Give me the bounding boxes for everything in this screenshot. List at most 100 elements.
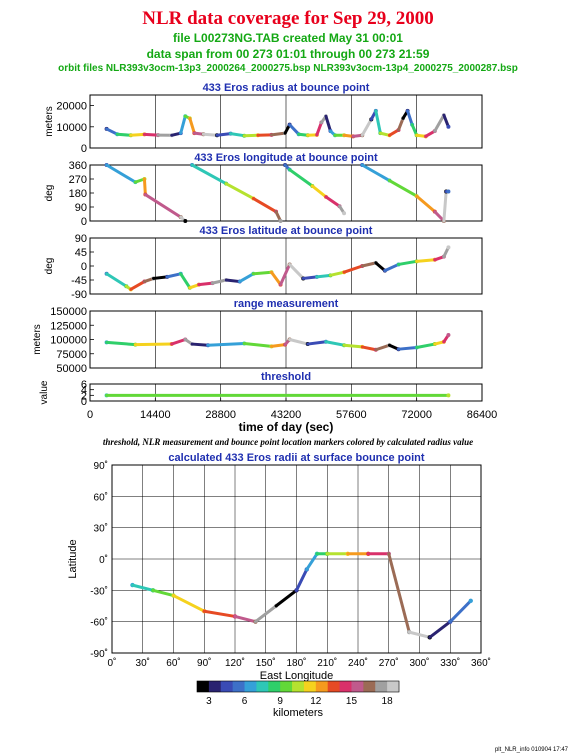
data-trace-segment (279, 262, 292, 287)
data-trace-segment (105, 272, 128, 288)
data-trace-segment (206, 341, 246, 347)
data-trace-segment (165, 272, 183, 279)
colorbar-tick-label: 15 (346, 696, 358, 707)
data-trace-segment (397, 345, 419, 351)
data-trace-segment (433, 113, 446, 133)
y-tick-label: 10000 (56, 122, 87, 134)
page-title: NLR data coverage for Sep 29, 2000 (142, 8, 434, 29)
colorbar-tick-label: 3 (206, 696, 212, 707)
map-y-axis-label: Latitude (67, 539, 79, 578)
data-trace-segment (242, 341, 273, 348)
map-x-tick-label: 150˚ (256, 657, 276, 669)
data-point (446, 393, 451, 398)
y-tick-label: 45 (75, 247, 87, 259)
map-track-segment (387, 552, 411, 634)
colorbar-swatch (387, 681, 400, 692)
y-tick-label: 6 (81, 379, 87, 391)
y-tick-label: 0 (81, 261, 87, 273)
data-trace-segment (301, 275, 319, 280)
colorbar-swatch (339, 681, 352, 692)
x-tick-label: 0 (87, 409, 93, 421)
data-trace-segment (105, 340, 137, 347)
y-tick-label: -45 (71, 275, 87, 287)
data-point (446, 124, 451, 129)
map-x-tick-label: 60˚ (166, 657, 180, 669)
colorbar-swatch (363, 681, 376, 692)
data-trace-segment (179, 114, 187, 135)
data-point (446, 332, 451, 337)
data-trace-segment (143, 193, 183, 219)
map-x-axis-label: East Longitude (260, 670, 333, 682)
map-x-tick-label: 0˚ (108, 657, 117, 669)
data-trace-segment (328, 270, 346, 277)
map-y-tick-label: 30˚ (94, 523, 108, 535)
data-span-line: data span from 00 273 01:01 through 00 2… (146, 47, 430, 61)
y-tick-label: 0 (81, 396, 87, 408)
data-trace-segment (238, 272, 255, 284)
y-tick-label: 2 (81, 390, 87, 402)
footer-stamp: plt_NLR_info 010904 17:47 (494, 747, 568, 753)
data-trace-segment (251, 196, 278, 214)
data-point (446, 245, 451, 250)
colorbar-frame (196, 680, 400, 693)
map-y-tick-label: -90˚ (90, 648, 108, 660)
map-track-segment (305, 552, 319, 571)
colorbar-swatch (220, 681, 234, 692)
data-trace-segment (224, 278, 242, 284)
y-tick-label: 0 (81, 143, 87, 155)
data-trace-segment (342, 343, 364, 349)
panel-title: 433 Eros latitude at bounce point (200, 225, 373, 237)
data-trace-segment (105, 163, 137, 184)
y-axis-label: value (39, 380, 50, 404)
data-trace-segment (306, 340, 328, 346)
data-point (183, 219, 188, 223)
map-track-segment (172, 594, 206, 613)
y-tick-label: 150000 (50, 306, 87, 318)
data-trace-segment (170, 338, 187, 346)
colorbar-swatch (315, 681, 329, 692)
file-info-line: file L00273NG.TAB created May 31 00:01 (173, 31, 403, 45)
map-track-segment (407, 630, 432, 639)
data-trace-segment (442, 189, 448, 223)
chart-caption: threshold, NLR measurement and bounce po… (102, 437, 474, 447)
data-trace-segment (215, 132, 233, 137)
data-trace-segment (188, 116, 196, 135)
orbit-files-line: orbit files NLR393v3ocm-13p3_2000264_200… (58, 63, 518, 74)
data-trace-segment (397, 259, 419, 266)
map-track-segment (254, 604, 278, 624)
map-track-segment (295, 567, 309, 592)
y-tick-label: 50000 (56, 363, 87, 375)
map-x-tick-label: 330˚ (440, 657, 460, 669)
data-trace-segment (269, 131, 287, 137)
data-trace-segment (269, 270, 283, 287)
x-tick-label: 86400 (467, 409, 498, 421)
data-trace-segment (201, 132, 219, 137)
data-trace-segment (315, 121, 323, 137)
data-point (342, 211, 347, 216)
colorbar-swatch (244, 681, 257, 692)
data-trace-segment (324, 114, 332, 133)
data-trace-segment (179, 272, 192, 290)
panel-title: 433 Eros longitude at bounce point (194, 152, 378, 164)
y-tick-label: 125000 (50, 320, 87, 332)
data-trace-segment (406, 109, 414, 127)
data-trace-segment (397, 116, 405, 132)
data-trace-segment (324, 340, 346, 347)
data-trace-segment (251, 270, 273, 276)
data-trace-segment (433, 210, 446, 223)
data-trace-segment (415, 194, 437, 214)
data-trace-segment (152, 275, 169, 280)
y-axis-label: deg (44, 185, 55, 202)
data-trace-segment (374, 109, 382, 135)
data-trace-segment (288, 123, 301, 136)
data-trace-segment (315, 273, 332, 279)
data-point (278, 219, 283, 223)
map-track-segment (233, 614, 257, 624)
map-x-tick-label: 90˚ (197, 657, 211, 669)
data-trace-segment (229, 132, 246, 138)
map-x-tick-label: 180˚ (286, 657, 306, 669)
colorbar-swatch (280, 681, 293, 692)
data-trace-segment (224, 182, 255, 200)
map-x-tick-label: 300˚ (409, 657, 429, 669)
map-track-segment (448, 599, 473, 624)
